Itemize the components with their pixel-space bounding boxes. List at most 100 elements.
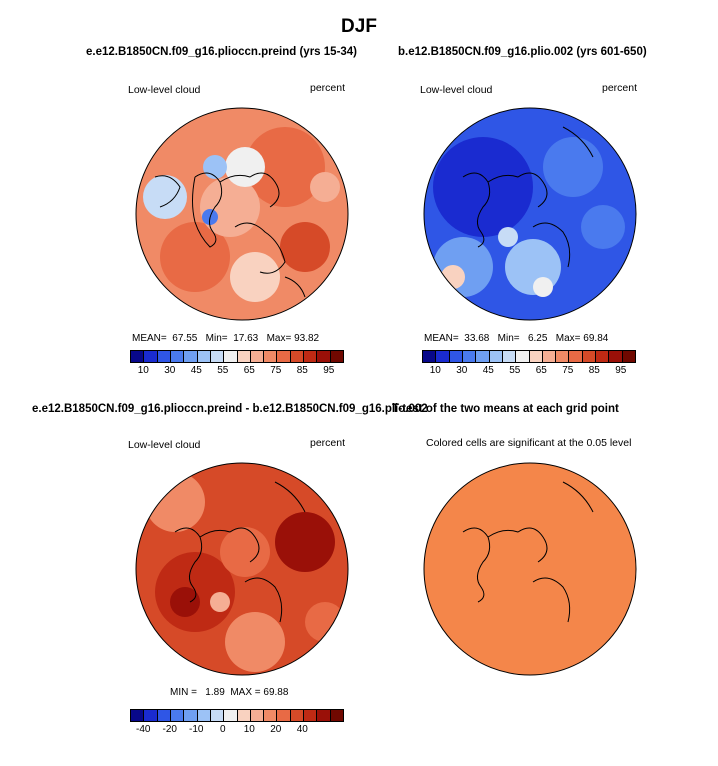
colorbar-tick-label: 40 xyxy=(296,724,308,735)
colorbar-swatch xyxy=(556,351,570,362)
panel-2-variable: Low-level cloud xyxy=(420,84,493,96)
colorbar-swatch xyxy=(290,710,305,721)
colorbar-swatch xyxy=(210,351,225,362)
colorbar-swatch xyxy=(170,351,185,362)
colorbar-swatch xyxy=(277,351,291,362)
colorbar-tick-label: 95 xyxy=(615,365,627,376)
colorbar-swatch xyxy=(237,351,251,362)
colorbar-tick-label: 85 xyxy=(296,365,308,376)
colorbar-swatch xyxy=(596,351,610,362)
colorbar-swatch xyxy=(569,351,583,362)
colorbar-tick-label: 85 xyxy=(588,365,600,376)
panel-4-subtitle: Colored cells are significant at the 0.0… xyxy=(426,437,632,449)
colorbar-swatch xyxy=(582,351,597,362)
panel-2-map xyxy=(423,107,637,321)
panel-3-map xyxy=(135,462,349,676)
panel-3-colorbar xyxy=(130,709,344,722)
colorbar-tick-label: -10 xyxy=(189,724,204,735)
colorbar-swatch xyxy=(489,351,503,362)
colorbar-swatch xyxy=(304,351,318,362)
panel-3-stats: MIN = 1.89 MAX = 69.88 xyxy=(170,687,289,698)
panel-2-title: b.e12.B1850CN.f09_g16.plio.002 (yrs 601-… xyxy=(398,46,647,58)
colorbar-tick-label: 65 xyxy=(243,365,255,376)
panel-2-stats: MEAN= 33.68 Min= 6.25 Max= 69.84 xyxy=(424,333,609,344)
panel-1-colorbar xyxy=(130,350,344,363)
colorbar-swatch xyxy=(436,351,450,362)
colorbar-tick-label: 45 xyxy=(482,365,494,376)
colorbar-tick-label: 10 xyxy=(137,365,149,376)
colorbar-swatch xyxy=(250,710,265,721)
colorbar-swatch xyxy=(330,710,343,721)
panel-3-coastlines xyxy=(174,481,306,623)
colorbar-swatch xyxy=(250,351,265,362)
colorbar-swatch xyxy=(157,710,171,721)
colorbar-tick-label: 10 xyxy=(243,724,255,735)
panel-1-coastlines xyxy=(154,172,306,298)
colorbar-swatch xyxy=(330,351,343,362)
panel-4-title: T-test of the two means at each grid poi… xyxy=(392,403,619,415)
panel-3-variable: Low-level cloud xyxy=(128,439,201,451)
colorbar-tick-label: 75 xyxy=(562,365,574,376)
colorbar-swatch xyxy=(144,351,158,362)
panel-1-map xyxy=(135,107,349,321)
colorbar-tick-label: 20 xyxy=(270,724,282,735)
colorbar-swatch xyxy=(462,351,477,362)
colorbar-swatch xyxy=(529,351,543,362)
colorbar-tick-label: 45 xyxy=(190,365,202,376)
colorbar-swatch xyxy=(224,710,238,721)
colorbar-tick-label: 0 xyxy=(219,724,226,735)
colorbar-swatch xyxy=(210,710,225,721)
colorbar-tick-label: 30 xyxy=(164,365,176,376)
panel-3-colorbar-ticks: -40 -20 -10 0 10 20 40 xyxy=(130,724,342,736)
colorbar-swatch xyxy=(144,710,158,721)
colorbar-swatch xyxy=(449,351,463,362)
colorbar-tick-label: 10 xyxy=(429,365,441,376)
colorbar-swatch xyxy=(197,710,211,721)
colorbar-tick-label: 55 xyxy=(217,365,229,376)
colorbar-swatch xyxy=(277,710,291,721)
colorbar-swatch xyxy=(131,351,145,362)
panel-1-units: percent xyxy=(310,82,346,94)
colorbar-swatch xyxy=(317,710,331,721)
colorbar-swatch xyxy=(304,710,318,721)
colorbar-swatch xyxy=(542,351,557,362)
colorbar-tick-label: 75 xyxy=(270,365,282,376)
colorbar-swatch xyxy=(197,351,211,362)
colorbar-tick-label: -20 xyxy=(162,724,177,735)
colorbar-swatch xyxy=(157,351,171,362)
colorbar-swatch xyxy=(170,710,185,721)
panel-4-map xyxy=(423,462,637,676)
colorbar-swatch xyxy=(502,351,517,362)
panel-3-title: e.e12.B1850CN.f09_g16.plioccn.preind - b… xyxy=(32,403,428,415)
colorbar-swatch xyxy=(224,351,238,362)
colorbar-swatch xyxy=(237,710,251,721)
panel-2-colorbar-ticks: 10 30 45 55 65 75 85 95 xyxy=(422,365,634,377)
colorbar-tick-label: 95 xyxy=(323,365,335,376)
colorbar-swatch xyxy=(609,351,623,362)
panel-1-stats: MEAN= 67.55 Min= 17.63 Max= 93.82 xyxy=(132,333,320,344)
panel-3-units: percent xyxy=(310,437,346,449)
colorbar-swatch xyxy=(476,351,490,362)
panel-2-colorbar xyxy=(422,350,636,363)
colorbar-tick-label: 30 xyxy=(456,365,468,376)
colorbar-swatch xyxy=(423,351,437,362)
colorbar-swatch xyxy=(264,351,278,362)
colorbar-swatch xyxy=(317,351,331,362)
panel-4-map-field xyxy=(424,463,636,675)
panel-2-coastlines xyxy=(462,126,594,268)
colorbar-tick-label: 55 xyxy=(509,365,521,376)
colorbar-tick-label: -40 xyxy=(136,724,151,735)
panel-1-title: e.e12.B1850CN.f09_g16.plioccn.preind (yr… xyxy=(86,46,358,58)
panel-1-colorbar-ticks: 10 30 45 55 65 75 85 95 xyxy=(130,365,342,377)
panel-4-coastlines xyxy=(462,481,594,623)
colorbar-swatch xyxy=(264,710,278,721)
colorbar-swatch xyxy=(622,351,635,362)
colorbar-swatch xyxy=(184,710,198,721)
figure-title: DJF xyxy=(341,16,377,37)
panel-2-units: percent xyxy=(602,82,638,94)
colorbar-swatch xyxy=(184,351,198,362)
colorbar-tick-label: 65 xyxy=(535,365,547,376)
colorbar-swatch xyxy=(131,710,145,721)
colorbar-swatch xyxy=(516,351,530,362)
colorbar-swatch xyxy=(290,351,305,362)
